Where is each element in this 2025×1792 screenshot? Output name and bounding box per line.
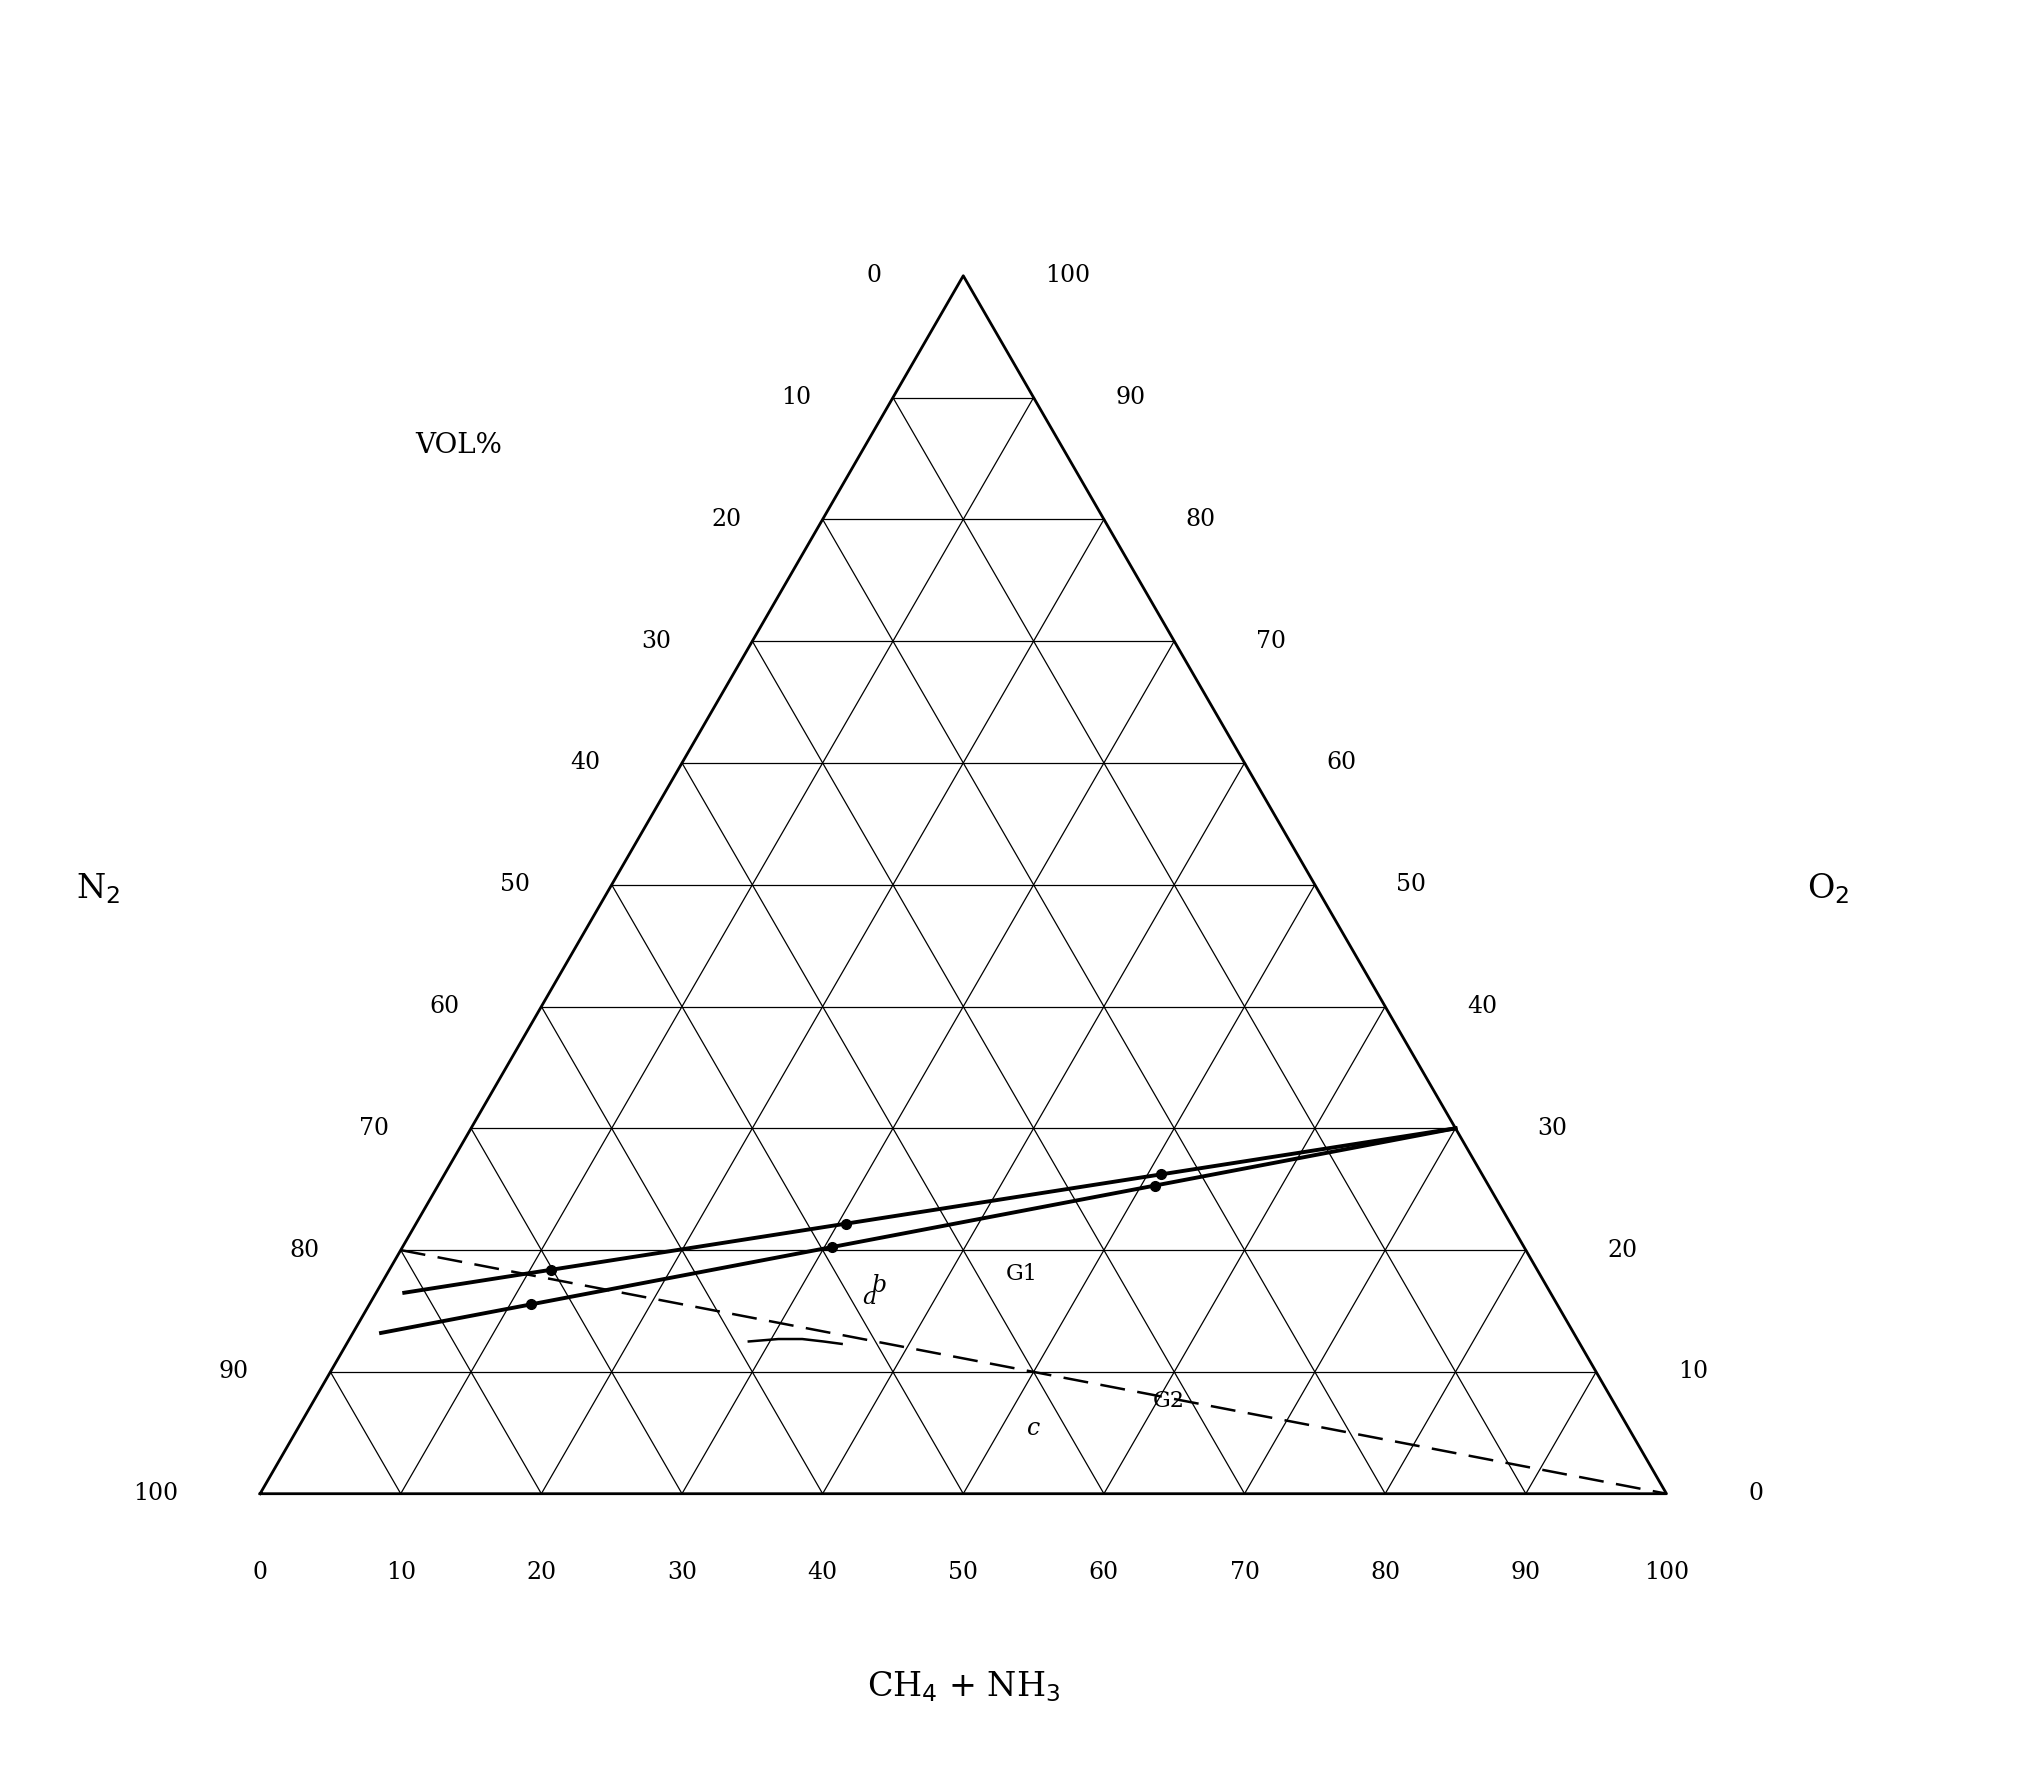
Text: 100: 100 — [1045, 263, 1089, 287]
Text: b: b — [873, 1274, 887, 1297]
Text: 80: 80 — [290, 1238, 320, 1262]
Text: 30: 30 — [640, 629, 670, 652]
Text: 90: 90 — [219, 1360, 249, 1383]
Text: 50: 50 — [948, 1561, 978, 1584]
Text: 30: 30 — [1537, 1116, 1567, 1140]
Text: O$_2$: O$_2$ — [1806, 871, 1849, 907]
Text: 70: 70 — [1256, 629, 1286, 652]
Text: 40: 40 — [1466, 995, 1496, 1018]
Text: a: a — [863, 1287, 877, 1310]
Text: 60: 60 — [1089, 1561, 1120, 1584]
Text: VOL%: VOL% — [415, 432, 502, 459]
Text: 100: 100 — [1644, 1561, 1689, 1584]
Text: 10: 10 — [1679, 1360, 1707, 1383]
Text: 40: 40 — [571, 751, 601, 774]
Text: c: c — [1027, 1417, 1039, 1441]
Text: G1: G1 — [1006, 1263, 1037, 1285]
Text: 60: 60 — [1326, 751, 1357, 774]
Text: 90: 90 — [1511, 1561, 1541, 1584]
Text: 70: 70 — [360, 1116, 389, 1140]
Text: 80: 80 — [1371, 1561, 1399, 1584]
Text: 20: 20 — [1608, 1238, 1638, 1262]
Text: 50: 50 — [500, 873, 531, 896]
Text: 20: 20 — [711, 507, 741, 530]
Text: 0: 0 — [253, 1561, 267, 1584]
Text: 0: 0 — [867, 263, 881, 287]
Text: 50: 50 — [1397, 873, 1426, 896]
Text: 40: 40 — [808, 1561, 838, 1584]
Text: 10: 10 — [385, 1561, 415, 1584]
Text: 60: 60 — [429, 995, 460, 1018]
Text: 20: 20 — [526, 1561, 557, 1584]
Text: 30: 30 — [666, 1561, 697, 1584]
Text: CH$_4$ + NH$_3$: CH$_4$ + NH$_3$ — [867, 1670, 1059, 1704]
Text: 70: 70 — [1229, 1561, 1260, 1584]
Text: N$_2$: N$_2$ — [77, 871, 119, 907]
Text: 90: 90 — [1116, 385, 1146, 409]
Text: 0: 0 — [1748, 1482, 1764, 1505]
Text: G2: G2 — [1152, 1391, 1185, 1412]
Text: 100: 100 — [134, 1482, 178, 1505]
Text: 10: 10 — [782, 385, 812, 409]
Text: 80: 80 — [1185, 507, 1215, 530]
